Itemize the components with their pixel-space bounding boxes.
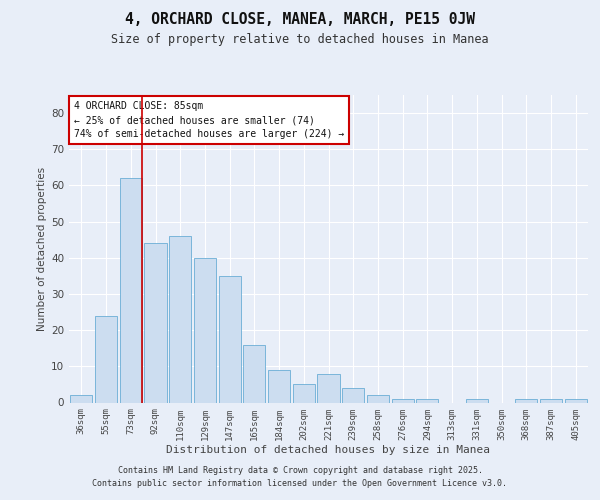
Bar xyxy=(540,399,562,402)
Bar xyxy=(367,396,389,402)
Bar xyxy=(466,399,488,402)
Bar xyxy=(515,399,538,402)
Text: 4, ORCHARD CLOSE, MANEA, MARCH, PE15 0JW: 4, ORCHARD CLOSE, MANEA, MARCH, PE15 0JW xyxy=(125,12,475,28)
Bar xyxy=(392,399,414,402)
Bar xyxy=(565,399,587,402)
Bar xyxy=(119,178,142,402)
Bar xyxy=(194,258,216,402)
Bar xyxy=(268,370,290,402)
Bar xyxy=(70,396,92,402)
Bar xyxy=(218,276,241,402)
Bar xyxy=(145,244,167,402)
Text: 4 ORCHARD CLOSE: 85sqm
← 25% of detached houses are smaller (74)
74% of semi-det: 4 ORCHARD CLOSE: 85sqm ← 25% of detached… xyxy=(74,101,344,139)
Bar xyxy=(169,236,191,402)
Bar xyxy=(243,344,265,403)
Bar xyxy=(293,384,315,402)
X-axis label: Distribution of detached houses by size in Manea: Distribution of detached houses by size … xyxy=(167,445,491,455)
Bar xyxy=(416,399,439,402)
Text: Size of property relative to detached houses in Manea: Size of property relative to detached ho… xyxy=(111,32,489,46)
Bar xyxy=(342,388,364,402)
Bar xyxy=(95,316,117,402)
Text: Contains HM Land Registry data © Crown copyright and database right 2025.
Contai: Contains HM Land Registry data © Crown c… xyxy=(92,466,508,487)
Y-axis label: Number of detached properties: Number of detached properties xyxy=(37,166,47,331)
Bar xyxy=(317,374,340,402)
